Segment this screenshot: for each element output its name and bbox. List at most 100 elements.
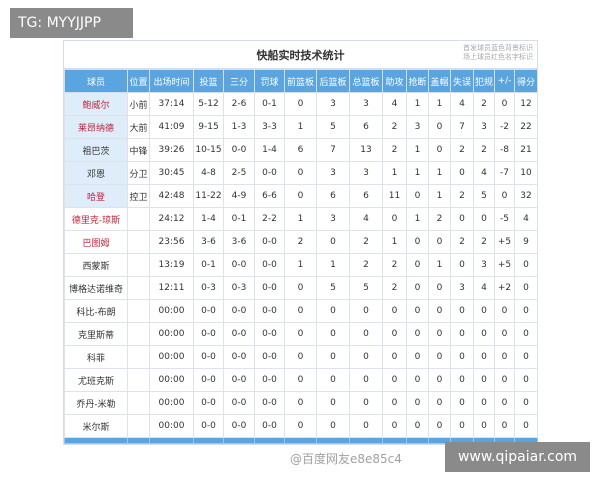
stat-cell: 3	[316, 92, 350, 116]
player-name: 鲍威尔	[64, 92, 128, 116]
stat-cell: 24:12	[149, 207, 194, 231]
stat-cell: 2	[349, 230, 383, 254]
stat-cell: 0	[406, 345, 429, 369]
stat-cell: 0	[382, 299, 407, 323]
stat-cell: 0-0	[254, 414, 285, 438]
stat-cell: 4-8	[193, 161, 224, 185]
column-header: 投篮	[193, 69, 224, 93]
stat-cell: 2	[382, 276, 407, 300]
stat-cell: 4	[473, 161, 495, 185]
stat-cell: 2	[428, 207, 451, 231]
stat-cell: 32	[514, 184, 538, 208]
stat-cell: 0	[382, 391, 407, 415]
stat-cell: 1	[406, 138, 429, 162]
stat-cell: 0	[406, 299, 429, 323]
stat-cell: 0	[284, 299, 317, 323]
player-name: 邓恩	[64, 161, 128, 185]
stat-cell: 0	[382, 368, 407, 392]
stat-cell: 0	[382, 322, 407, 346]
stat-cell: 0-0	[254, 322, 285, 346]
stat-cell: 3-6	[193, 230, 224, 254]
stat-cell: 1	[428, 92, 451, 116]
stat-cell: 0-0	[254, 299, 285, 323]
player-name: 科菲	[64, 345, 128, 369]
stat-cell: 1	[382, 161, 407, 185]
stat-cell: 5	[473, 184, 495, 208]
stat-cell: 4	[473, 276, 495, 300]
stat-cell: 0	[494, 368, 515, 392]
column-header: 后篮板	[316, 69, 350, 93]
table-row: 科菲 00:00 0-0 0-0 0-0 0 0 0 0 0 0 0 0 0 0	[64, 345, 538, 369]
stat-cell: 0	[406, 368, 429, 392]
stat-cell: 0	[514, 368, 538, 392]
stat-cell: 1	[406, 92, 429, 116]
stat-cell: 0	[428, 414, 451, 438]
footer-cell	[254, 437, 285, 444]
column-header: 失误	[450, 69, 474, 93]
stat-cell: 2-5	[223, 161, 255, 185]
table-row: 巴图姆 23:56 3-6 3-6 0-0 2 0 2 1 0 0 2 2 +5 9	[64, 230, 538, 254]
stat-cell: 0	[284, 391, 317, 415]
stat-cell: 0-0	[193, 414, 224, 438]
stat-cell: 2	[473, 138, 495, 162]
player-name: 尤班克斯	[64, 368, 128, 392]
table-footer	[64, 437, 538, 444]
stat-cell: 分卫	[127, 161, 150, 185]
stat-cell: 0	[450, 207, 474, 231]
stat-cell: 12:11	[149, 276, 194, 300]
stat-cell: 0	[514, 253, 538, 277]
stat-cell: 0	[406, 230, 429, 254]
player-name: 米尔斯	[64, 414, 128, 438]
stat-cell: 0	[494, 345, 515, 369]
stat-cell: 1	[382, 230, 407, 254]
stat-cell: 0-0	[223, 322, 255, 346]
stat-cell: 3	[406, 115, 429, 139]
stat-cell: 0-0	[193, 345, 224, 369]
stat-cell: 30:45	[149, 161, 194, 185]
stat-cell: 控卫	[127, 184, 150, 208]
stat-cell: 0	[316, 414, 350, 438]
legend-note: 首发球员蓝色背景标识 场上球员红色名字标识	[463, 44, 533, 62]
stat-cell: 41:09	[149, 115, 194, 139]
stat-cell: 6	[349, 115, 383, 139]
stat-cell: 00:00	[149, 299, 194, 323]
stat-cell: 13	[349, 138, 383, 162]
stat-cell: 0-0	[193, 391, 224, 415]
stat-cell: 0	[494, 391, 515, 415]
stat-cell: 3-6	[223, 230, 255, 254]
stat-cell	[127, 345, 150, 369]
page-title: 快船实时技术统计	[256, 49, 345, 62]
stat-cell: 0	[450, 299, 474, 323]
stat-cell: 0	[450, 368, 474, 392]
stat-cell: 0	[514, 414, 538, 438]
stat-cell: 4	[382, 92, 407, 116]
stat-cell: 0	[450, 391, 474, 415]
stat-cell: 0-0	[254, 368, 285, 392]
stat-cell: 1-4	[193, 207, 224, 231]
stat-cell: 0	[473, 391, 495, 415]
stat-cell: 10-15	[193, 138, 224, 162]
player-name: 克里斯蒂	[64, 322, 128, 346]
stat-cell: 1	[428, 184, 451, 208]
stat-cell: 0	[428, 368, 451, 392]
stat-cell: 0	[349, 345, 383, 369]
stat-cell: 6	[349, 184, 383, 208]
stat-cell: 0	[473, 207, 495, 231]
stat-cell: 5-12	[193, 92, 224, 116]
stat-cell: 0	[349, 368, 383, 392]
player-name: 哈登	[64, 184, 128, 208]
stat-cell	[127, 368, 150, 392]
stat-cell: 0	[316, 299, 350, 323]
stat-cell: 2-6	[223, 92, 255, 116]
stat-cell: 0	[406, 391, 429, 415]
watermark: @百度网友e8e85c4	[290, 452, 402, 466]
player-name: 祖巴茨	[64, 138, 128, 162]
footer-cell	[382, 437, 407, 444]
table-row: 德里克-琼斯 24:12 1-4 0-1 2-2 1 3 4 0 1 2 0 0 -5 4	[64, 207, 538, 231]
stat-cell: 2	[473, 230, 495, 254]
footer-cell	[64, 437, 128, 444]
stat-cell: 4-9	[223, 184, 255, 208]
stat-cell: -5	[494, 207, 515, 231]
stat-cell: 1	[284, 207, 317, 231]
stat-cell: 0-1	[223, 207, 255, 231]
